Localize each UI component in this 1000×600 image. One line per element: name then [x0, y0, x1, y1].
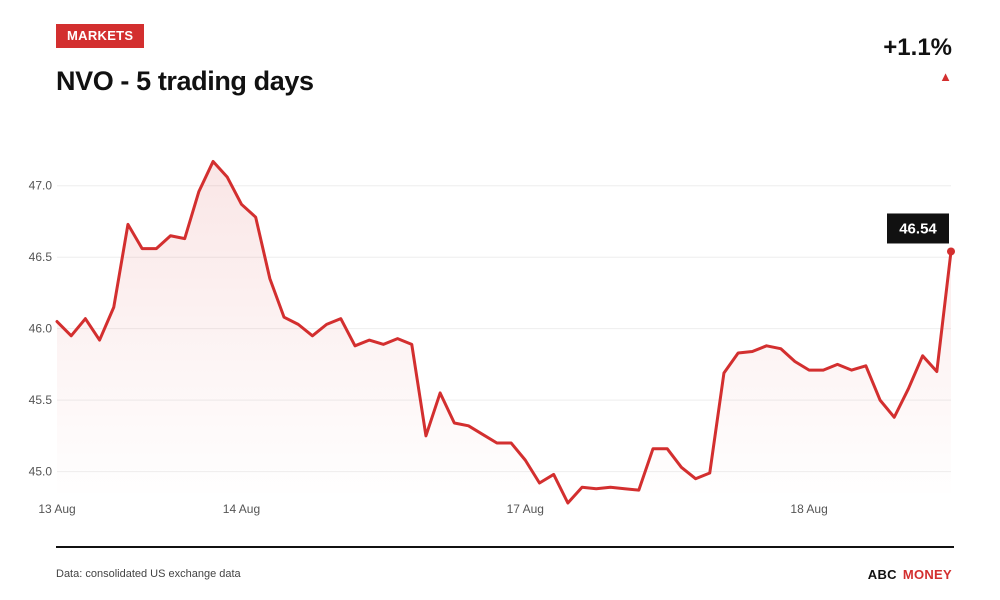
y-tick-label: 47.0 — [29, 179, 53, 193]
chart-title: NVO - 5 trading days — [56, 66, 314, 96]
price-line — [55, 159, 953, 505]
up-arrow-icon: ▲ — [939, 69, 952, 84]
footer-divider — [56, 546, 954, 548]
last-price-label: 46.54 — [899, 220, 937, 237]
y-tick-label: 46.0 — [29, 322, 53, 336]
y-tick-label: 45.5 — [29, 393, 53, 407]
y-tick-label: 45.0 — [29, 465, 53, 479]
change-percent: +1.1% — [883, 34, 952, 61]
x-tick-label: 13 Aug — [38, 502, 75, 516]
x-tick-label: 18 Aug — [790, 502, 827, 516]
last-price-dot[interactable] — [947, 247, 955, 256]
y-axis: 45.0 45.5 46.0 46.5 47.0 — [29, 179, 53, 479]
price-area — [57, 161, 951, 503]
x-tick-label: 14 Aug — [223, 502, 260, 516]
price-chart: 45.0 45.5 46.0 46.5 47.0 13 Aug 14 Aug 17 Aug 1… — [29, 159, 955, 516]
data-source-note: Data: consolidated US exchange data — [56, 568, 241, 580]
brand-part-2: MONEY — [902, 567, 952, 582]
brand-part-1: ABC — [867, 567, 897, 582]
y-tick-label: 46.5 — [29, 250, 53, 264]
brand-logo[interactable]: ABC MONEY — [868, 567, 952, 582]
section-badge[interactable]: MARKETS — [56, 24, 145, 48]
x-tick-label: 17 Aug — [507, 502, 544, 516]
last-price-callout: 46.54 — [887, 213, 949, 244]
